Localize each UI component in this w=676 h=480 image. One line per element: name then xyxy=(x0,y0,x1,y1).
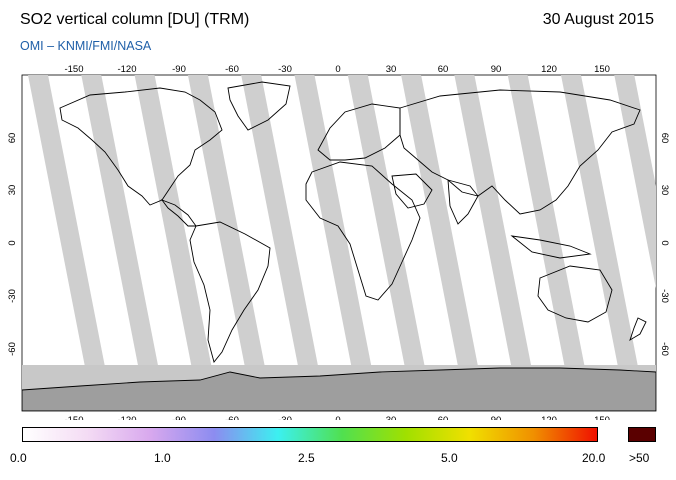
lon-tick: -120 xyxy=(117,415,136,420)
indonesia xyxy=(510,235,592,259)
antarctica xyxy=(22,367,656,411)
australia xyxy=(537,265,613,323)
lon-tick: -120 xyxy=(117,64,136,75)
lat-tick: 30 xyxy=(7,185,18,196)
new-zealand xyxy=(629,317,647,342)
lon-tick: 30 xyxy=(386,64,397,75)
swath-gaps xyxy=(28,75,656,372)
north-america xyxy=(59,87,223,206)
lon-tick: 120 xyxy=(541,64,557,75)
asia xyxy=(399,89,641,215)
lon-tick: 60 xyxy=(438,64,449,75)
lon-ticks-top: -150 -120 -90 -60 -30 0 30 60 90 120 150 xyxy=(64,64,609,75)
lat-tick: 0 xyxy=(659,240,670,245)
lon-tick: 60 xyxy=(438,415,449,420)
lat-tick: 60 xyxy=(7,133,18,144)
swath-gap-band xyxy=(241,75,320,372)
india xyxy=(447,179,479,225)
lat-tick: -60 xyxy=(7,342,18,356)
colorbar xyxy=(22,427,598,442)
lat-tick: -30 xyxy=(659,289,670,303)
data-credit: OMI – KNMI/FMI/NASA xyxy=(20,39,152,53)
map-date: 30 August 2015 xyxy=(542,11,654,28)
central-america xyxy=(160,199,197,227)
swath-gap-band xyxy=(561,75,639,372)
lon-tick: 150 xyxy=(594,64,610,75)
lon-tick: -150 xyxy=(64,64,83,75)
lon-tick: 0 xyxy=(335,64,340,75)
lon-tick: -150 xyxy=(64,415,83,420)
swath-gap-band xyxy=(134,75,213,372)
swath-gap-band xyxy=(187,75,266,372)
lon-tick: 120 xyxy=(541,415,557,420)
swath-gap-band xyxy=(454,75,533,372)
lat-tick: -60 xyxy=(659,342,670,356)
lon-tick: 30 xyxy=(386,415,397,420)
lat-ticks-right: 60 30 0 -30 -60 xyxy=(659,133,670,356)
africa xyxy=(305,161,421,301)
swath-gap-band xyxy=(401,75,480,372)
lon-ticks-bottom: -150 -120 -90 -60 -30 0 30 60 90 120 150 xyxy=(64,415,609,420)
lat-tick: -30 xyxy=(7,289,18,303)
colorbar-label: 1.0 xyxy=(154,451,171,465)
lat-ticks-left: 60 30 0 -30 -60 xyxy=(7,133,18,356)
south-america xyxy=(189,221,271,363)
lon-tick: -30 xyxy=(278,415,292,420)
swath-gap-band xyxy=(614,75,656,289)
colorbar-label: 2.5 xyxy=(298,451,315,465)
lon-tick: 90 xyxy=(491,64,502,75)
lon-tick: -60 xyxy=(225,64,239,75)
lat-tick: 60 xyxy=(659,133,670,144)
lon-tick: 90 xyxy=(491,415,502,420)
arabian-peninsula xyxy=(391,173,433,209)
lon-tick: -90 xyxy=(172,415,186,420)
colorbar-label-max: >50 xyxy=(629,451,650,465)
lon-tick: 150 xyxy=(594,415,610,420)
greenland xyxy=(227,81,291,131)
colorbar-overflow xyxy=(628,427,656,442)
lon-tick: -30 xyxy=(278,64,292,75)
swath-gap-band xyxy=(81,75,160,372)
colorbar-label: 20.0 xyxy=(582,451,606,465)
colorbar-label-min: 0.0 xyxy=(10,451,27,465)
lon-tick: -60 xyxy=(225,415,239,420)
lat-tick: 30 xyxy=(659,185,670,196)
world-map: -150 -120 -90 -60 -30 0 30 60 90 120 150… xyxy=(7,64,670,420)
lon-tick: -90 xyxy=(172,64,186,75)
lon-tick: 0 xyxy=(335,415,340,420)
colorbar-label: 5.0 xyxy=(441,451,458,465)
continents xyxy=(22,81,656,411)
lat-tick: 0 xyxy=(7,240,18,245)
swath-gap-band xyxy=(347,75,426,372)
map-title: SO2 vertical column [DU] (TRM) xyxy=(20,11,250,28)
swath-gap-band xyxy=(507,75,586,372)
swath-gap-band xyxy=(28,75,106,372)
swath-gap-band xyxy=(294,75,373,372)
